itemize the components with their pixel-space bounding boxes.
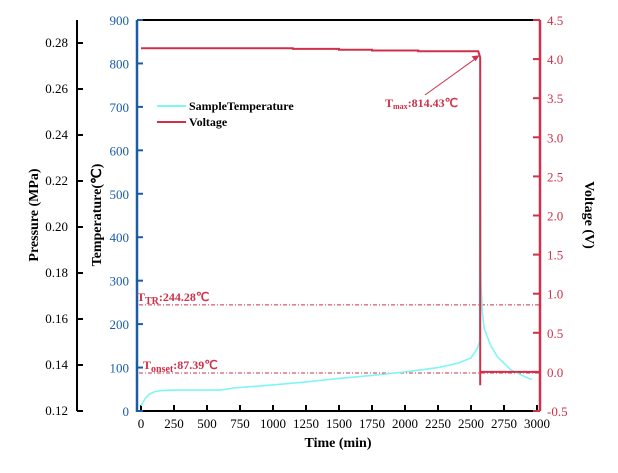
temperature-tick-label: 500 bbox=[110, 187, 130, 202]
x-tick-label: 750 bbox=[230, 416, 250, 431]
x-tick-label: 3000 bbox=[524, 416, 550, 431]
voltage-tick-label: 0.0 bbox=[547, 365, 563, 380]
temperature-tick-label: 600 bbox=[110, 143, 130, 158]
temperature-tick-label: 0 bbox=[123, 404, 130, 419]
x-axis-label: Time (min) bbox=[304, 436, 371, 451]
temperature-tick-label: 100 bbox=[110, 361, 130, 376]
voltage-tick-label: 1.5 bbox=[547, 248, 563, 263]
pressure-axis-label: Pressure (MPa) bbox=[27, 168, 42, 262]
temperature-tick-label: 400 bbox=[110, 230, 130, 245]
pressure-tick-label: 0.12 bbox=[45, 403, 68, 418]
pressure-tick-label: 0.18 bbox=[45, 265, 68, 280]
annotation-arrow bbox=[424, 56, 478, 96]
x-tick-label: 500 bbox=[197, 416, 217, 431]
label-main: T bbox=[143, 358, 151, 372]
pressure-tick-label: 0.26 bbox=[45, 81, 68, 96]
label-value: :87.39℃ bbox=[173, 358, 217, 372]
x-tick-label: 1500 bbox=[326, 416, 352, 431]
label-sub: TR bbox=[145, 296, 160, 307]
voltage-tick-label: 2.0 bbox=[547, 209, 563, 224]
x-tick-label: 2750 bbox=[491, 416, 517, 431]
voltage-tick-label: 1.0 bbox=[547, 287, 563, 302]
annotation-label: Tmax:814.43℃ bbox=[385, 96, 458, 111]
pressure-tick-label: 0.24 bbox=[45, 127, 68, 142]
x-tick-label: 2000 bbox=[392, 416, 418, 431]
temperature-tick-label: 300 bbox=[110, 274, 130, 289]
pressure-tick-label: 0.22 bbox=[45, 173, 68, 188]
temperature-tick-label: 200 bbox=[110, 317, 130, 332]
temperature-axis-label: Temperature(℃) bbox=[90, 163, 105, 266]
x-tick-label: 1000 bbox=[260, 416, 286, 431]
label-main: T bbox=[385, 96, 393, 110]
x-tick-label: 250 bbox=[164, 416, 184, 431]
label-value: :244.28℃ bbox=[159, 290, 209, 304]
voltage-tick-label: 0.5 bbox=[547, 326, 563, 341]
x-tick-label: 0 bbox=[138, 416, 145, 431]
reference-line-label: TTR:244.28℃ bbox=[137, 290, 209, 307]
label-sub: max bbox=[393, 102, 408, 111]
arrowhead-icon bbox=[471, 55, 480, 62]
pressure-tick-label: 0.28 bbox=[45, 35, 68, 50]
legend-entry: SampleTemperature bbox=[189, 99, 294, 113]
x-tick-label: 2500 bbox=[458, 416, 484, 431]
label-sub: onset bbox=[151, 364, 174, 375]
voltage-tick-label: 2.5 bbox=[547, 169, 563, 184]
legend-entry: Voltage bbox=[189, 115, 228, 129]
x-tick-label: 1750 bbox=[359, 416, 385, 431]
pressure-tick-label: 0.20 bbox=[45, 219, 68, 234]
series-line-sampletemperature bbox=[140, 57, 533, 407]
label-main: T bbox=[137, 290, 145, 304]
label-value: :814.43℃ bbox=[408, 96, 458, 110]
pressure-tick-label: 0.16 bbox=[45, 311, 68, 326]
temperature-tick-label: 800 bbox=[110, 56, 130, 71]
series-line-voltage bbox=[141, 47, 537, 386]
pressure-tick-label: 0.14 bbox=[45, 357, 68, 372]
voltage-tick-label: 4.0 bbox=[547, 52, 563, 67]
reference-line-label: Tonset:87.39℃ bbox=[143, 358, 218, 375]
voltage-tick-label: 4.5 bbox=[547, 13, 563, 28]
x-tick-label: 1250 bbox=[293, 416, 319, 431]
voltage-axis-label: Voltage (V) bbox=[581, 181, 596, 249]
voltage-tick-label: -0.5 bbox=[547, 404, 568, 419]
voltage-tick-label: 3.5 bbox=[547, 91, 563, 106]
temperature-tick-label: 900 bbox=[110, 13, 130, 28]
x-tick-label: 2250 bbox=[425, 416, 451, 431]
voltage-tick-label: 3.0 bbox=[547, 130, 563, 145]
temperature-tick-label: 700 bbox=[110, 100, 130, 115]
